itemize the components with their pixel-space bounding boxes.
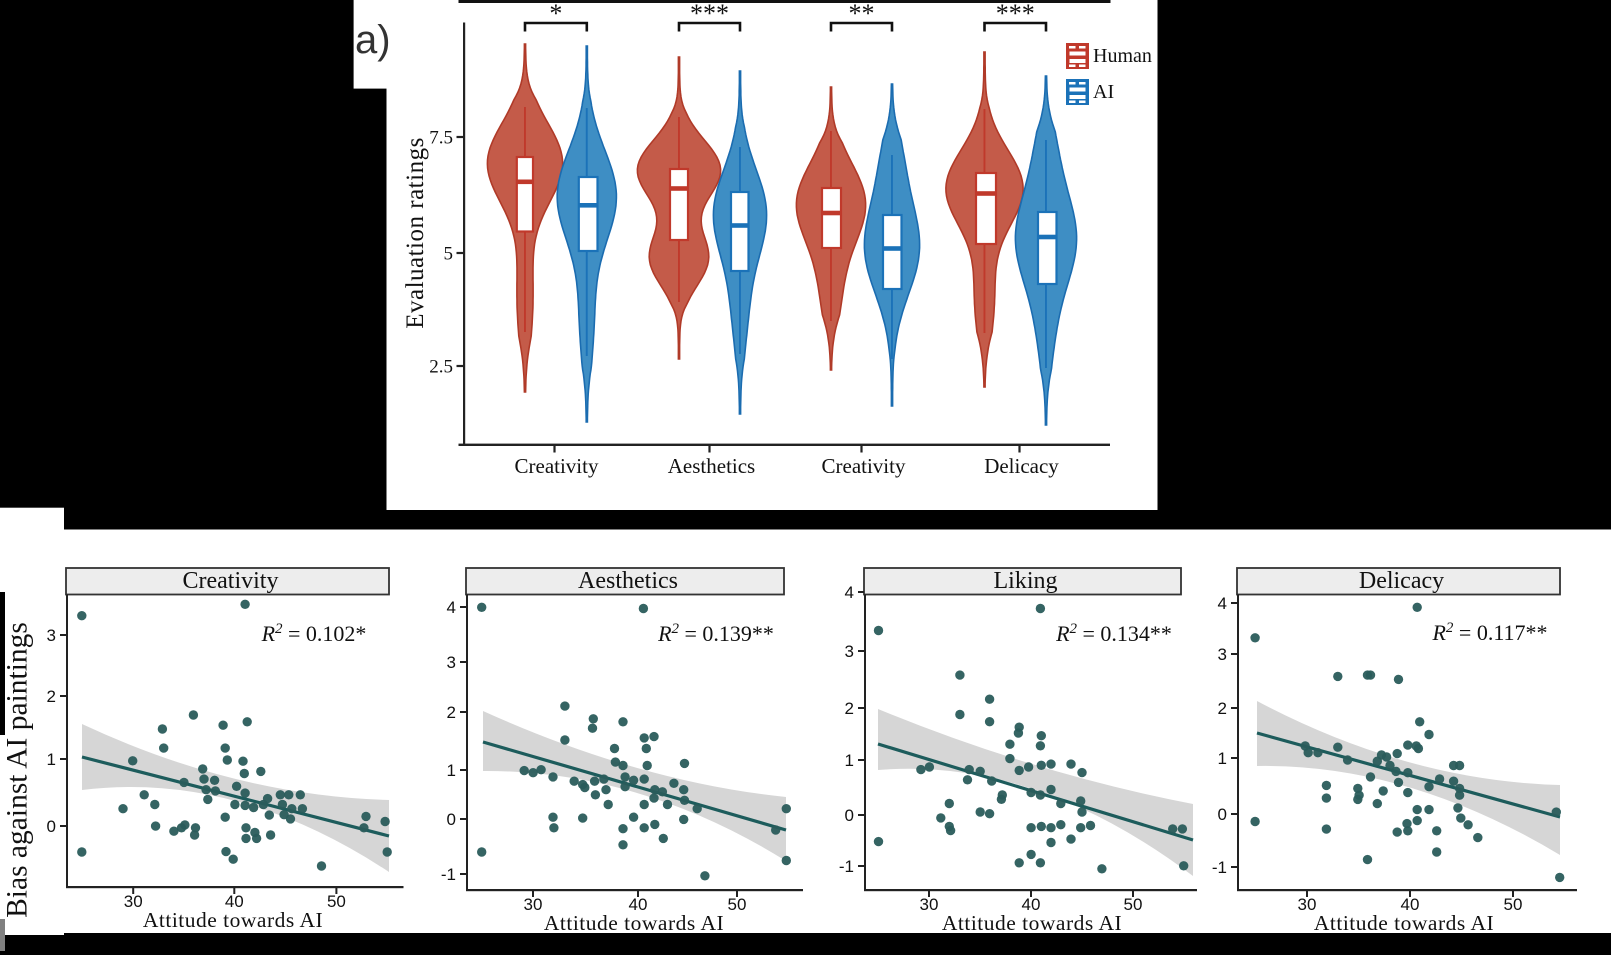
svg-text:-1: -1 xyxy=(441,865,456,884)
svg-text:7.5: 7.5 xyxy=(429,128,453,149)
svg-text:*: * xyxy=(549,0,562,28)
svg-text:-1: -1 xyxy=(1212,858,1227,877)
svg-text:3: 3 xyxy=(1218,645,1227,664)
svg-text:Creativity: Creativity xyxy=(183,568,279,594)
svg-text:1: 1 xyxy=(447,761,456,780)
svg-text:Aesthetics: Aesthetics xyxy=(578,568,678,594)
svg-text:2: 2 xyxy=(1218,699,1227,718)
svg-text:3: 3 xyxy=(47,626,56,645)
svg-text:R2 = 0.102*: R2 = 0.102* xyxy=(261,621,367,646)
svg-text:Bias against AI paintings: Bias against AI paintings xyxy=(2,622,34,918)
svg-text:Evaluation ratings: Evaluation ratings xyxy=(402,137,429,329)
svg-text:4: 4 xyxy=(447,598,456,617)
svg-text:Attitude towards AI: Attitude towards AI xyxy=(544,911,724,935)
svg-text:2: 2 xyxy=(47,687,56,706)
svg-text:5: 5 xyxy=(444,244,454,265)
svg-text:Creativity: Creativity xyxy=(515,454,599,478)
svg-text:Delicacy: Delicacy xyxy=(984,454,1059,478)
svg-text:Delicacy: Delicacy xyxy=(1359,568,1444,594)
svg-text:30: 30 xyxy=(524,895,543,914)
svg-text:30: 30 xyxy=(124,892,143,911)
svg-text:Attitude towards AI: Attitude towards AI xyxy=(1314,911,1494,935)
svg-text:40: 40 xyxy=(225,892,244,911)
svg-text:***: *** xyxy=(996,0,1035,28)
svg-text:3: 3 xyxy=(447,653,456,672)
svg-text:50: 50 xyxy=(728,895,747,914)
svg-text:0: 0 xyxy=(1218,805,1227,824)
svg-text:Aesthetics: Aesthetics xyxy=(668,454,755,478)
svg-text:a): a) xyxy=(355,18,391,62)
svg-text:-1: -1 xyxy=(839,857,854,876)
svg-text:***: *** xyxy=(690,0,729,28)
svg-text:**: ** xyxy=(849,0,875,28)
svg-text:Attitude towards AI: Attitude towards AI xyxy=(143,908,323,932)
svg-text:2: 2 xyxy=(447,703,456,722)
svg-text:0: 0 xyxy=(845,806,854,825)
svg-text:R2 = 0.134**: R2 = 0.134** xyxy=(1055,621,1172,646)
svg-text:1: 1 xyxy=(1218,749,1227,768)
svg-text:1: 1 xyxy=(47,750,56,769)
svg-text:Creativity: Creativity xyxy=(822,454,906,478)
svg-text:1: 1 xyxy=(845,751,854,770)
svg-text:40: 40 xyxy=(1022,895,1041,914)
svg-text:50: 50 xyxy=(1504,895,1523,914)
svg-text:AI: AI xyxy=(1093,81,1114,103)
svg-text:40: 40 xyxy=(629,895,648,914)
svg-text:50: 50 xyxy=(327,892,346,911)
svg-text:0: 0 xyxy=(47,817,56,836)
svg-text:2.5: 2.5 xyxy=(429,357,453,378)
svg-text:3: 3 xyxy=(845,642,854,661)
svg-text:30: 30 xyxy=(1298,895,1317,914)
svg-text:R2 = 0.139**: R2 = 0.139** xyxy=(657,621,774,646)
svg-text:R2 = 0.117**: R2 = 0.117** xyxy=(1431,620,1547,645)
svg-text:0: 0 xyxy=(447,810,456,829)
svg-text:2: 2 xyxy=(845,699,854,718)
svg-text:Human: Human xyxy=(1093,45,1152,67)
svg-text:4: 4 xyxy=(1218,594,1227,613)
svg-text:30: 30 xyxy=(920,895,939,914)
svg-text:50: 50 xyxy=(1124,895,1143,914)
svg-text:40: 40 xyxy=(1401,895,1420,914)
svg-text:Liking: Liking xyxy=(994,568,1058,594)
svg-text:4: 4 xyxy=(845,583,854,602)
svg-text:Attitude towards AI: Attitude towards AI xyxy=(942,911,1122,935)
